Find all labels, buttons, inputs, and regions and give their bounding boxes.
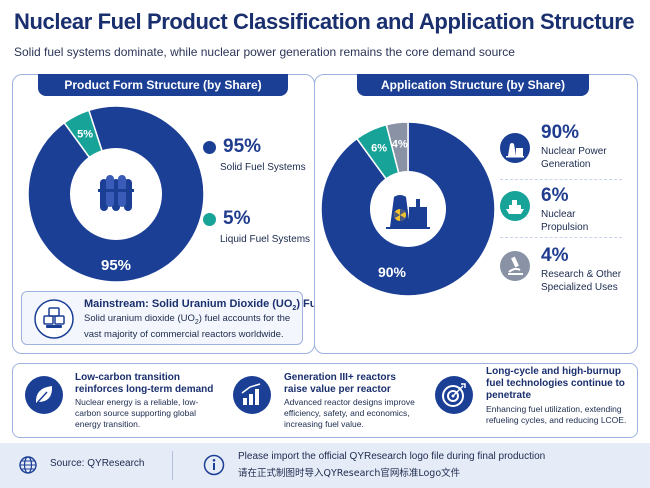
legend-divider: [500, 237, 622, 238]
feature-title-gen3: Generation III+ reactors raise value per…: [284, 372, 396, 395]
legend-value-solid: 95%: [223, 136, 262, 157]
app-value-research: 4%: [541, 245, 569, 266]
microscope-icon: [500, 251, 530, 281]
legend-label-liquid: Liquid Fuel Systems: [220, 234, 311, 245]
bar-growth-icon: [233, 376, 271, 414]
feature-body-gen3: Advanced reactor designs improve efficie…: [284, 397, 415, 429]
application-header: Application Structure (by Share): [357, 74, 589, 96]
donut-hole: [370, 171, 446, 247]
ship-icon: [500, 191, 530, 221]
application-panel: Application Structure (by Share) 90% 6% 4%…: [314, 74, 638, 354]
app-label-research-line1: Research & Other: [541, 269, 622, 280]
target-icon: [435, 376, 473, 414]
application-donut-chart: 90% 6% 4%: [320, 121, 496, 297]
fuel-assembly-icon: [98, 175, 134, 211]
app-value-power: 90%: [541, 122, 580, 143]
nuclear-plant-icon: [386, 195, 430, 229]
product-form-header: Product Form Structure (by Share): [38, 74, 288, 96]
footer-divider: [172, 451, 173, 480]
product-form-donut-chart: 95% 5%: [27, 105, 205, 283]
power-plant-icon: [500, 133, 530, 163]
data-label: 4%: [392, 138, 408, 150]
feature-body-lowcarbon: Nuclear energy is a reliable, low-carbon…: [75, 397, 199, 429]
app-value-propulsion: 6%: [541, 185, 569, 206]
data-label: 90%: [378, 264, 407, 280]
mainstream-callout: Mainstream: Solid Uranium Dioxide (UO2) …: [21, 291, 326, 345]
feature-body-burnup: Enhancing fuel utilization, extending re…: [486, 404, 627, 425]
app-label-power-line1: Nuclear Power: [541, 146, 607, 157]
source-label: Source: QYResearch: [50, 458, 145, 469]
mainstream-body: Solid uranium dioxide (UO2) fuel account…: [84, 313, 291, 340]
page-subtitle: Solid fuel systems dominate, while nucle…: [14, 45, 515, 59]
app-label-research-line2: Specialized Uses: [541, 282, 618, 293]
legend-dot-liquid: [203, 213, 216, 226]
product-form-panel: Product Form Structure (by Share) 95% 5% …: [12, 74, 326, 354]
uranium-pellet-icon: [34, 299, 74, 339]
app-label-propulsion-line2: Propulsion: [541, 222, 589, 233]
legend-label-solid: Solid Fuel Systems: [220, 162, 306, 173]
feature-title-burnup: Long-cycle and high-burnup fuel technolo…: [486, 366, 625, 401]
legend-value-liquid: 5%: [223, 208, 251, 229]
logo-note-cn: 请在正式制图时导入QYResearch官网标准Logo文件: [238, 468, 461, 479]
page-title: Nuclear Fuel Product Classification and …: [14, 9, 635, 34]
leaf-icon: [25, 376, 63, 414]
drivers-box: Low-carbon transition reinforces long-te…: [12, 363, 638, 438]
data-label: 95%: [101, 257, 131, 274]
legend-divider: [500, 179, 622, 180]
info-icon: [203, 454, 225, 476]
feature-title-lowcarbon: Low-carbon transition reinforces long-te…: [75, 372, 214, 395]
logo-note-en: Please import the official QYResearch lo…: [238, 451, 546, 462]
data-label: 6%: [371, 142, 387, 154]
data-label: 5%: [77, 128, 93, 140]
app-label-power-line2: Generation: [541, 159, 591, 170]
legend-dot-solid: [203, 141, 216, 154]
globe-icon: [19, 456, 37, 474]
footer-bar: Source: QYResearch Please import the off…: [0, 443, 650, 488]
app-label-propulsion-line1: Nuclear: [541, 209, 576, 220]
mainstream-title: Mainstream: Solid Uranium Dioxide (UO2) …: [84, 298, 326, 313]
